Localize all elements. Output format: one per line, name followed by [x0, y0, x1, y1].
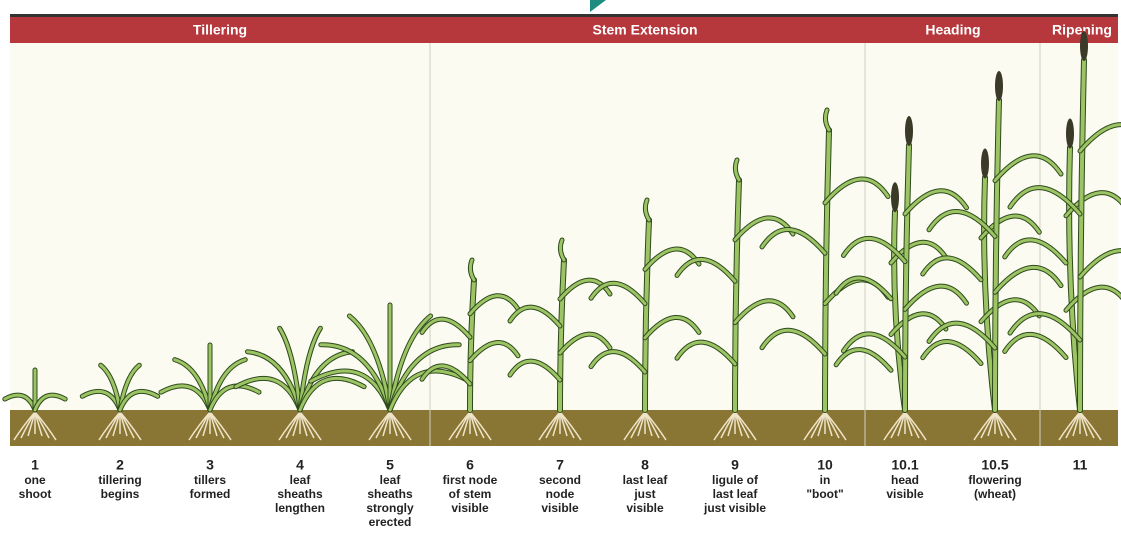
stage-number: 1 — [31, 457, 39, 473]
header-rule — [10, 14, 1118, 17]
head — [981, 149, 989, 179]
stage-label: head — [891, 473, 919, 487]
stage-label: last leaf — [713, 487, 759, 501]
stage-label: strongly — [366, 501, 414, 515]
stage-label: visible — [626, 501, 664, 515]
stage-number: 10.1 — [891, 457, 918, 473]
stage-label: just — [633, 487, 655, 501]
stage-label: visible — [886, 487, 924, 501]
feekes-diagram: Tillering Stem Extension Heading Ripenin… — [0, 0, 1121, 550]
phase-label: Tillering — [193, 22, 247, 38]
stage-number: 5 — [386, 457, 394, 473]
stage-label: erected — [369, 515, 412, 529]
stage-label: second — [539, 473, 581, 487]
stage-label: sheaths — [367, 487, 413, 501]
stage-label: tillers — [194, 473, 226, 487]
stage-label: one — [24, 473, 46, 487]
head — [1066, 119, 1074, 149]
stage-label: flowering — [968, 473, 1021, 487]
head — [1080, 31, 1088, 61]
stage-number: 3 — [206, 457, 214, 473]
head — [995, 71, 1003, 101]
stage-label: first node — [443, 473, 498, 487]
stage-label: (wheat) — [974, 487, 1016, 501]
stage-number: 11 — [1073, 457, 1088, 473]
stage-label: tillering — [98, 473, 141, 487]
head — [891, 182, 899, 212]
stage-label: shoot — [19, 487, 52, 501]
stage-label: visible — [451, 501, 489, 515]
stage-number: 9 — [731, 457, 739, 473]
phase-label: Stem Extension — [592, 22, 697, 38]
stage-number: 6 — [466, 457, 474, 473]
stage-label: leaf — [380, 473, 402, 487]
phase-label: Heading — [925, 22, 980, 38]
stage-number: 10.5 — [981, 457, 1008, 473]
stage-label: sheaths — [277, 487, 323, 501]
head — [905, 116, 913, 146]
stage-label: leaf — [290, 473, 312, 487]
field — [10, 42, 1118, 410]
stage-label: just visible — [703, 501, 766, 515]
stage-number: 4 — [296, 457, 304, 473]
stage-number: 7 — [556, 457, 564, 473]
stage-label: formed — [190, 487, 231, 501]
stage-label: visible — [541, 501, 579, 515]
stage-label: last leaf — [623, 473, 669, 487]
stage-label: begins — [101, 487, 140, 501]
stage-label: in — [820, 473, 831, 487]
stage-label: lengthen — [275, 501, 325, 515]
stage-number: 10 — [817, 457, 833, 473]
stage-label: node — [546, 487, 575, 501]
stage-number: 2 — [116, 457, 124, 473]
stage-label: ligule of — [712, 473, 759, 487]
stage-label: of stem — [449, 487, 492, 501]
stage-label: "boot" — [806, 487, 843, 501]
stage-number: 8 — [641, 457, 649, 473]
